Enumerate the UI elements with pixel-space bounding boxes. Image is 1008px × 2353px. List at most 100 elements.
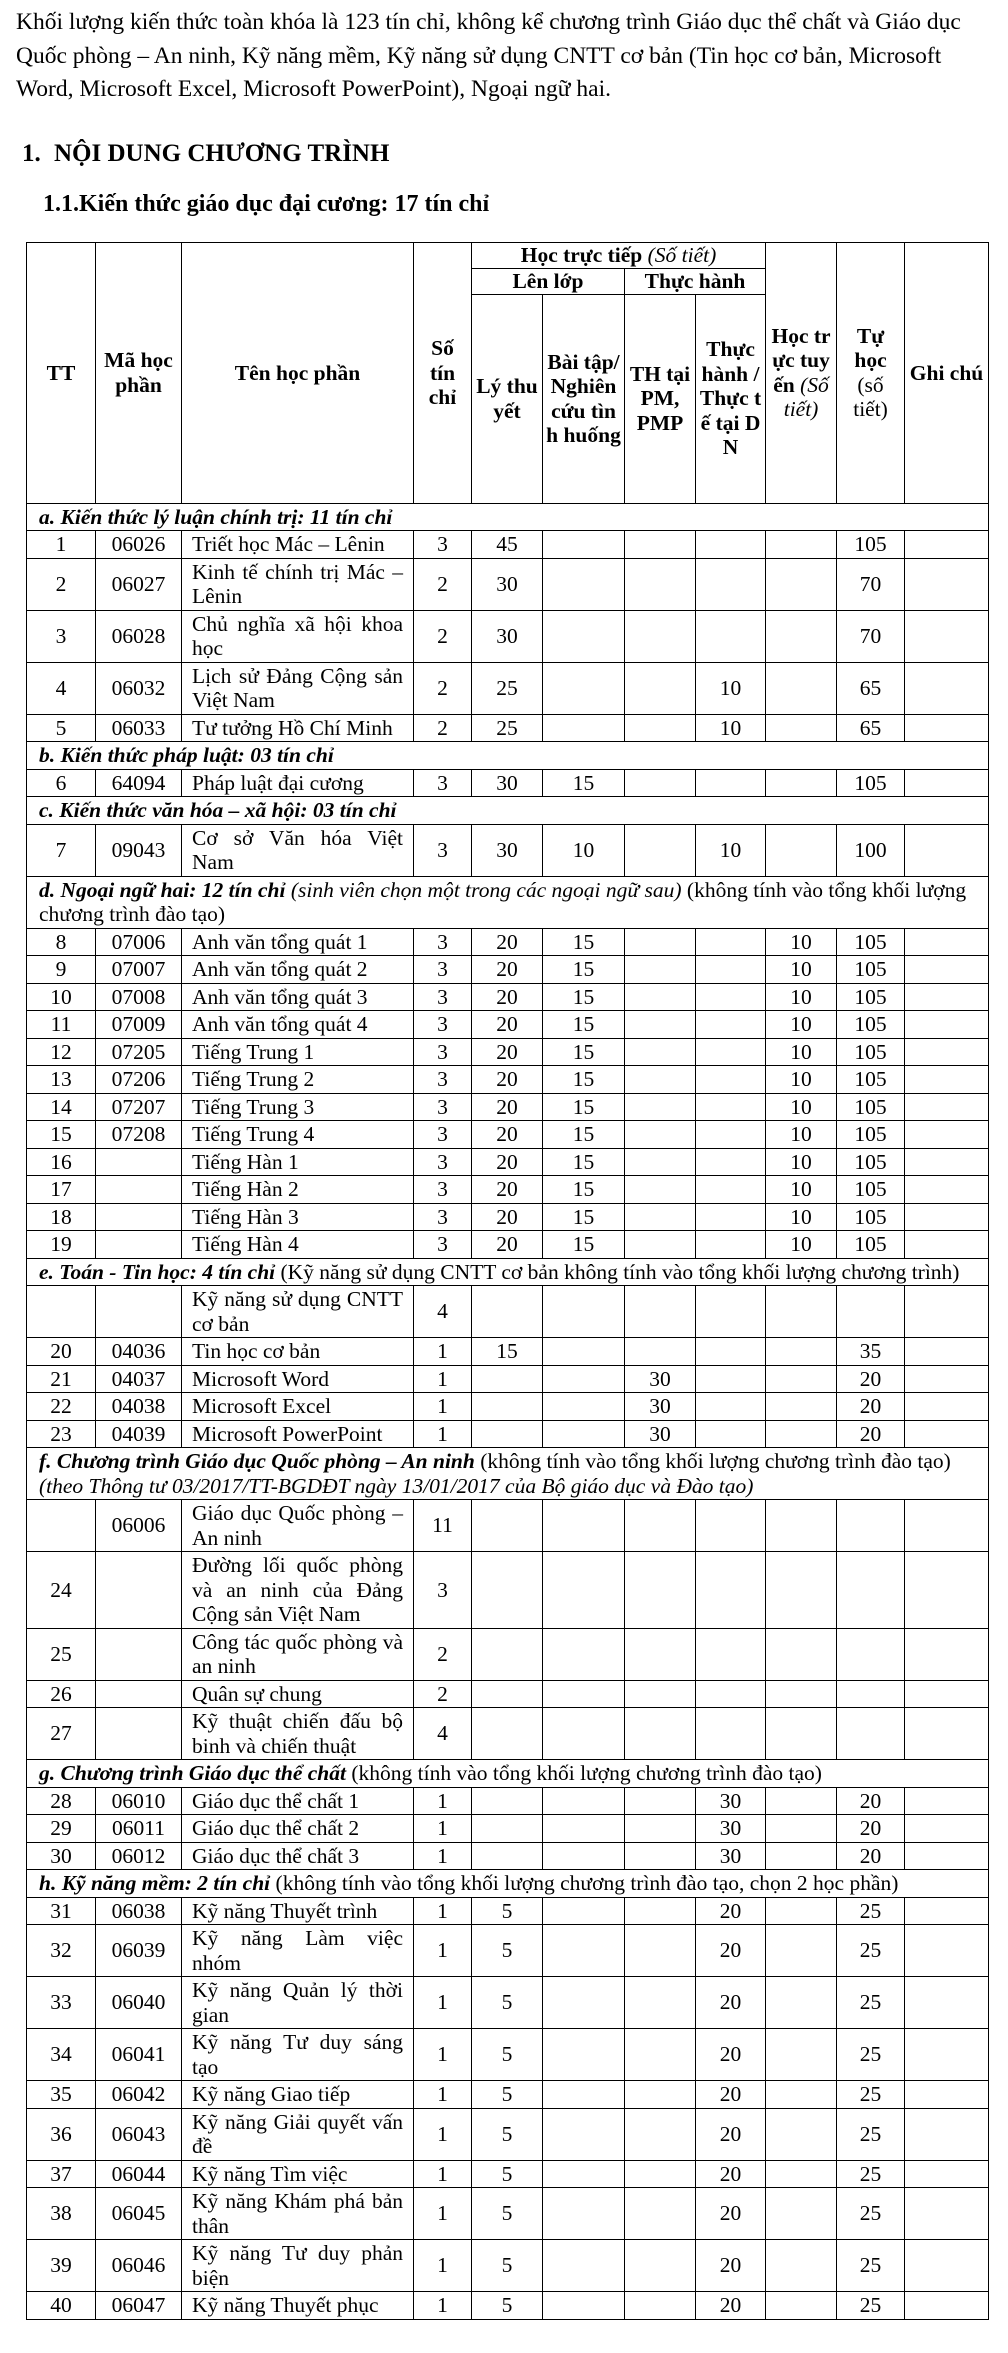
cell-tt: 14	[26, 1092, 96, 1121]
table-row: 25 Công tác quốc phòng và an ninh 2	[26, 1627, 990, 1681]
cell-exercise	[542, 1419, 625, 1448]
cell-field: 20	[694, 2107, 767, 2161]
cell-lab	[624, 2291, 696, 2320]
section-title: b. Kiến thức pháp luật: 03 tín chỉ	[25, 741, 990, 770]
cell-self: 25	[836, 2028, 906, 2081]
cell-exercise	[542, 1976, 625, 2029]
cell-field: 30	[694, 1786, 767, 1815]
cell-self	[836, 1551, 906, 1629]
cell-lab	[624, 1679, 696, 1708]
cell-theory	[471, 1814, 543, 1843]
table-row: 19 Tiếng Hàn 4 3 20 15 10 105	[26, 1230, 990, 1259]
cell-self: 20	[836, 1786, 906, 1815]
section-title-part: e. Toán - Tin học: 4 tín chỉ	[39, 1259, 276, 1284]
cell-lab	[624, 1092, 696, 1121]
cell-lab	[624, 1841, 696, 1870]
cell-lab	[624, 982, 696, 1011]
cell-note	[904, 1786, 990, 1815]
section-title-part: f. Chương trình Giáo dục Quốc phòng – An…	[39, 1449, 475, 1473]
cell-code	[95, 1707, 182, 1760]
section-row: b. Kiến thức pháp luật: 03 tín chỉ	[25, 741, 990, 770]
cell-field: 10	[694, 661, 767, 715]
cell-credits: 3	[413, 1010, 472, 1039]
section-title: NỘI DUNG CHƯƠNG TRÌNH	[54, 140, 390, 167]
cell-self: 105	[836, 1092, 906, 1121]
cell-online	[765, 2080, 838, 2109]
cell-exercise	[542, 1924, 625, 1977]
cell-name: Triết học Mác – Lênin	[181, 530, 414, 559]
cell-tt: 35	[26, 2080, 96, 2109]
table-row: 40 06047 Kỹ năng Thuyết phục 1 5 20 25	[26, 2291, 990, 2320]
cell-credits: 1	[413, 1419, 472, 1448]
cell-note	[904, 1841, 990, 1870]
cell-credits: 1	[413, 2159, 472, 2188]
table-row: 7 09043 Cơ sở Văn hóa Việt Nam 3 30 10 10 100	[26, 823, 990, 877]
cell-lab	[624, 661, 696, 715]
cell-note	[904, 2028, 990, 2081]
cell-credits: 3	[413, 982, 472, 1011]
cell-code: 07008	[95, 982, 182, 1011]
cell-field	[694, 1065, 767, 1094]
cell-note	[904, 609, 990, 663]
cell-tt: 15	[26, 1120, 96, 1149]
cell-field	[694, 1230, 767, 1259]
cell-online	[765, 1786, 838, 1815]
cell-field: 10	[694, 713, 767, 742]
table-row: 17 Tiếng Hàn 2 3 20 15 10 105	[26, 1175, 990, 1204]
cell-tt: 29	[26, 1814, 96, 1843]
cell-note	[904, 2080, 990, 2109]
header-direct-label: Học trực tiếp	[520, 243, 643, 267]
cell-tt: 11	[26, 1010, 96, 1039]
cell-self: 105	[836, 1065, 906, 1094]
cell-code: 06011	[95, 1814, 182, 1843]
section-title: f. Chương trình Giáo dục Quốc phòng – An…	[25, 1447, 990, 1500]
cell-name: Anh văn tổng quát 2	[181, 955, 414, 984]
cell-theory: 25	[471, 661, 543, 715]
cell-note	[904, 1120, 990, 1149]
cell-self: 25	[836, 2291, 906, 2320]
table-row: 33 06040 Kỹ năng Quản lý thời gian 1 5 20 25	[26, 1976, 990, 2029]
cell-exercise	[542, 1814, 625, 1843]
table-row: 8 07006 Anh văn tổng quát 1 3 20 15 10 105	[26, 927, 990, 956]
cell-name: Giáo dục Quốc phòng – An ninh	[181, 1499, 414, 1552]
cell-online	[765, 823, 838, 877]
cell-name: Chủ nghĩa xã hội khoa học	[181, 609, 414, 663]
cell-theory: 20	[471, 1092, 543, 1121]
cell-code: 07205	[95, 1037, 182, 1066]
cell-theory: 45	[471, 530, 543, 559]
cell-online	[765, 1627, 838, 1681]
cell-code	[95, 1679, 182, 1708]
cell-theory: 30	[471, 557, 543, 611]
cell-credits: 3	[413, 1175, 472, 1204]
cell-credits: 11	[413, 1499, 472, 1552]
cell-online: 10	[765, 1065, 838, 1094]
cell-name: Giáo dục thể chất 1	[181, 1786, 414, 1815]
cell-credits: 3	[413, 1147, 472, 1176]
cell-code: 06044	[95, 2159, 182, 2188]
cell-exercise	[542, 2239, 625, 2292]
cell-name: Quân sự chung	[181, 1679, 414, 1708]
section-title-part: (theo Thông tư 03/2017/TT-BGDĐT ngày 13/…	[39, 1473, 754, 1498]
cell-tt: 12	[26, 1037, 96, 1066]
cell-name: Anh văn tổng quát 3	[181, 982, 414, 1011]
section-title-part: g. Chương trình Giáo dục thể chất	[39, 1761, 346, 1785]
cell-credits: 2	[413, 661, 472, 715]
cell-name: Đường lối quốc phòng và an ninh của Đảng…	[181, 1551, 414, 1629]
cell-theory	[471, 1627, 543, 1681]
cell-note	[904, 557, 990, 611]
cell-online	[765, 1814, 838, 1843]
cell-credits: 2	[413, 609, 472, 663]
table-row: 3 06028 Chủ nghĩa xã hội khoa học 2 30 70	[26, 609, 990, 663]
cell-field	[694, 1337, 767, 1366]
cell-tt: 24	[26, 1551, 96, 1629]
cell-note	[904, 2291, 990, 2320]
cell-field	[694, 1364, 767, 1393]
cell-name: Kỹ năng Thuyết phục	[181, 2291, 414, 2320]
cell-name: Giáo dục thể chất 3	[181, 1841, 414, 1870]
cell-theory: 20	[471, 1147, 543, 1176]
cell-self: 105	[836, 1202, 906, 1231]
table-row: 6 64094 Pháp luật đại cương 3 30 15 105	[26, 768, 990, 797]
cell-code: 06026	[95, 530, 182, 559]
cell-code: 04037	[95, 1364, 182, 1393]
cell-lab	[624, 955, 696, 984]
